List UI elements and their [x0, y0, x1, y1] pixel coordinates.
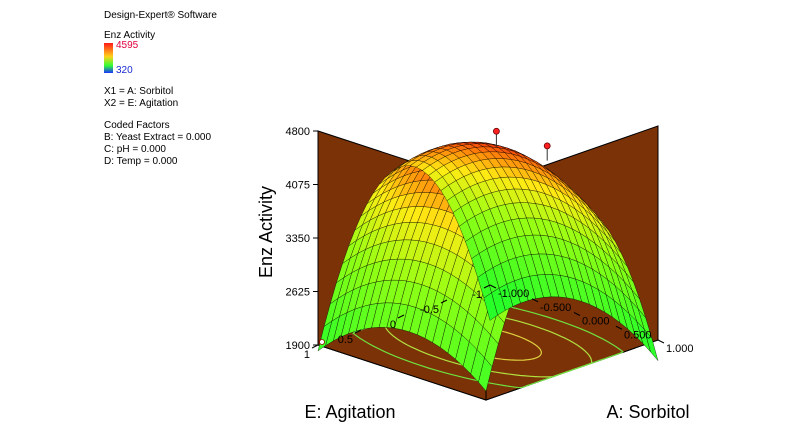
- coded-factor-b: B: Yeast Extract = 0.000: [104, 132, 212, 143]
- y-tick: [440, 299, 448, 304]
- x-tick-label: -0.500: [540, 302, 571, 314]
- surface-cell: [483, 292, 498, 321]
- z-tick-label: 4075: [286, 180, 310, 192]
- x-tick: [573, 312, 581, 316]
- x-tick-label: 0.500: [624, 329, 652, 341]
- z-axis-title: Enz Activity: [256, 186, 276, 278]
- coded-factor-c: C: pH = 0.000: [104, 144, 166, 155]
- y-tick-label: 0.5: [338, 334, 353, 346]
- floor-design-point: [319, 339, 325, 345]
- z-tick-label: 3350: [286, 233, 310, 245]
- legend-min-label: 320: [116, 65, 133, 76]
- z-tick-label: 2625: [286, 287, 310, 299]
- z-tick-label: 4800: [286, 126, 310, 138]
- x-tick: [615, 325, 623, 330]
- x-tick: [489, 284, 497, 289]
- y-tick-label: 0: [390, 319, 396, 331]
- y-tick: [311, 344, 319, 349]
- legend-max-label: 4595: [116, 40, 139, 51]
- factor-x1-label: X1 = A: Sorbitol: [104, 86, 174, 97]
- y-tick-label: -0.5: [420, 304, 439, 316]
- software-label: Design-Expert® Software: [104, 10, 217, 21]
- legend-title: Enz Activity: [104, 30, 156, 41]
- x-tick: [531, 298, 539, 303]
- x-axis-title: A: Sorbitol: [606, 402, 689, 422]
- color-legend-bar: [104, 43, 113, 73]
- y-axis-title: E: Agitation: [304, 402, 395, 422]
- y-tick: [397, 314, 405, 319]
- y-tick: [483, 284, 491, 289]
- design-point: [492, 127, 500, 135]
- y-tick: [354, 329, 362, 334]
- coded-factor-d: D: Temp = 0.000: [104, 156, 178, 167]
- design-point: [543, 142, 551, 150]
- factor-x2-label: X2 = E: Agitation: [104, 98, 179, 109]
- x-tick-label: 1.000: [666, 343, 694, 355]
- x-tick: [657, 339, 665, 344]
- response-surface: [317, 141, 659, 392]
- x-tick-label: 0.000: [582, 316, 610, 328]
- y-tick-label: -1: [472, 289, 482, 301]
- y-tick-label: 1: [304, 349, 310, 361]
- z-tick-label: 1900: [286, 340, 310, 352]
- coded-factors-title: Coded Factors: [104, 120, 170, 131]
- x-tick-label: -1.000: [498, 288, 529, 300]
